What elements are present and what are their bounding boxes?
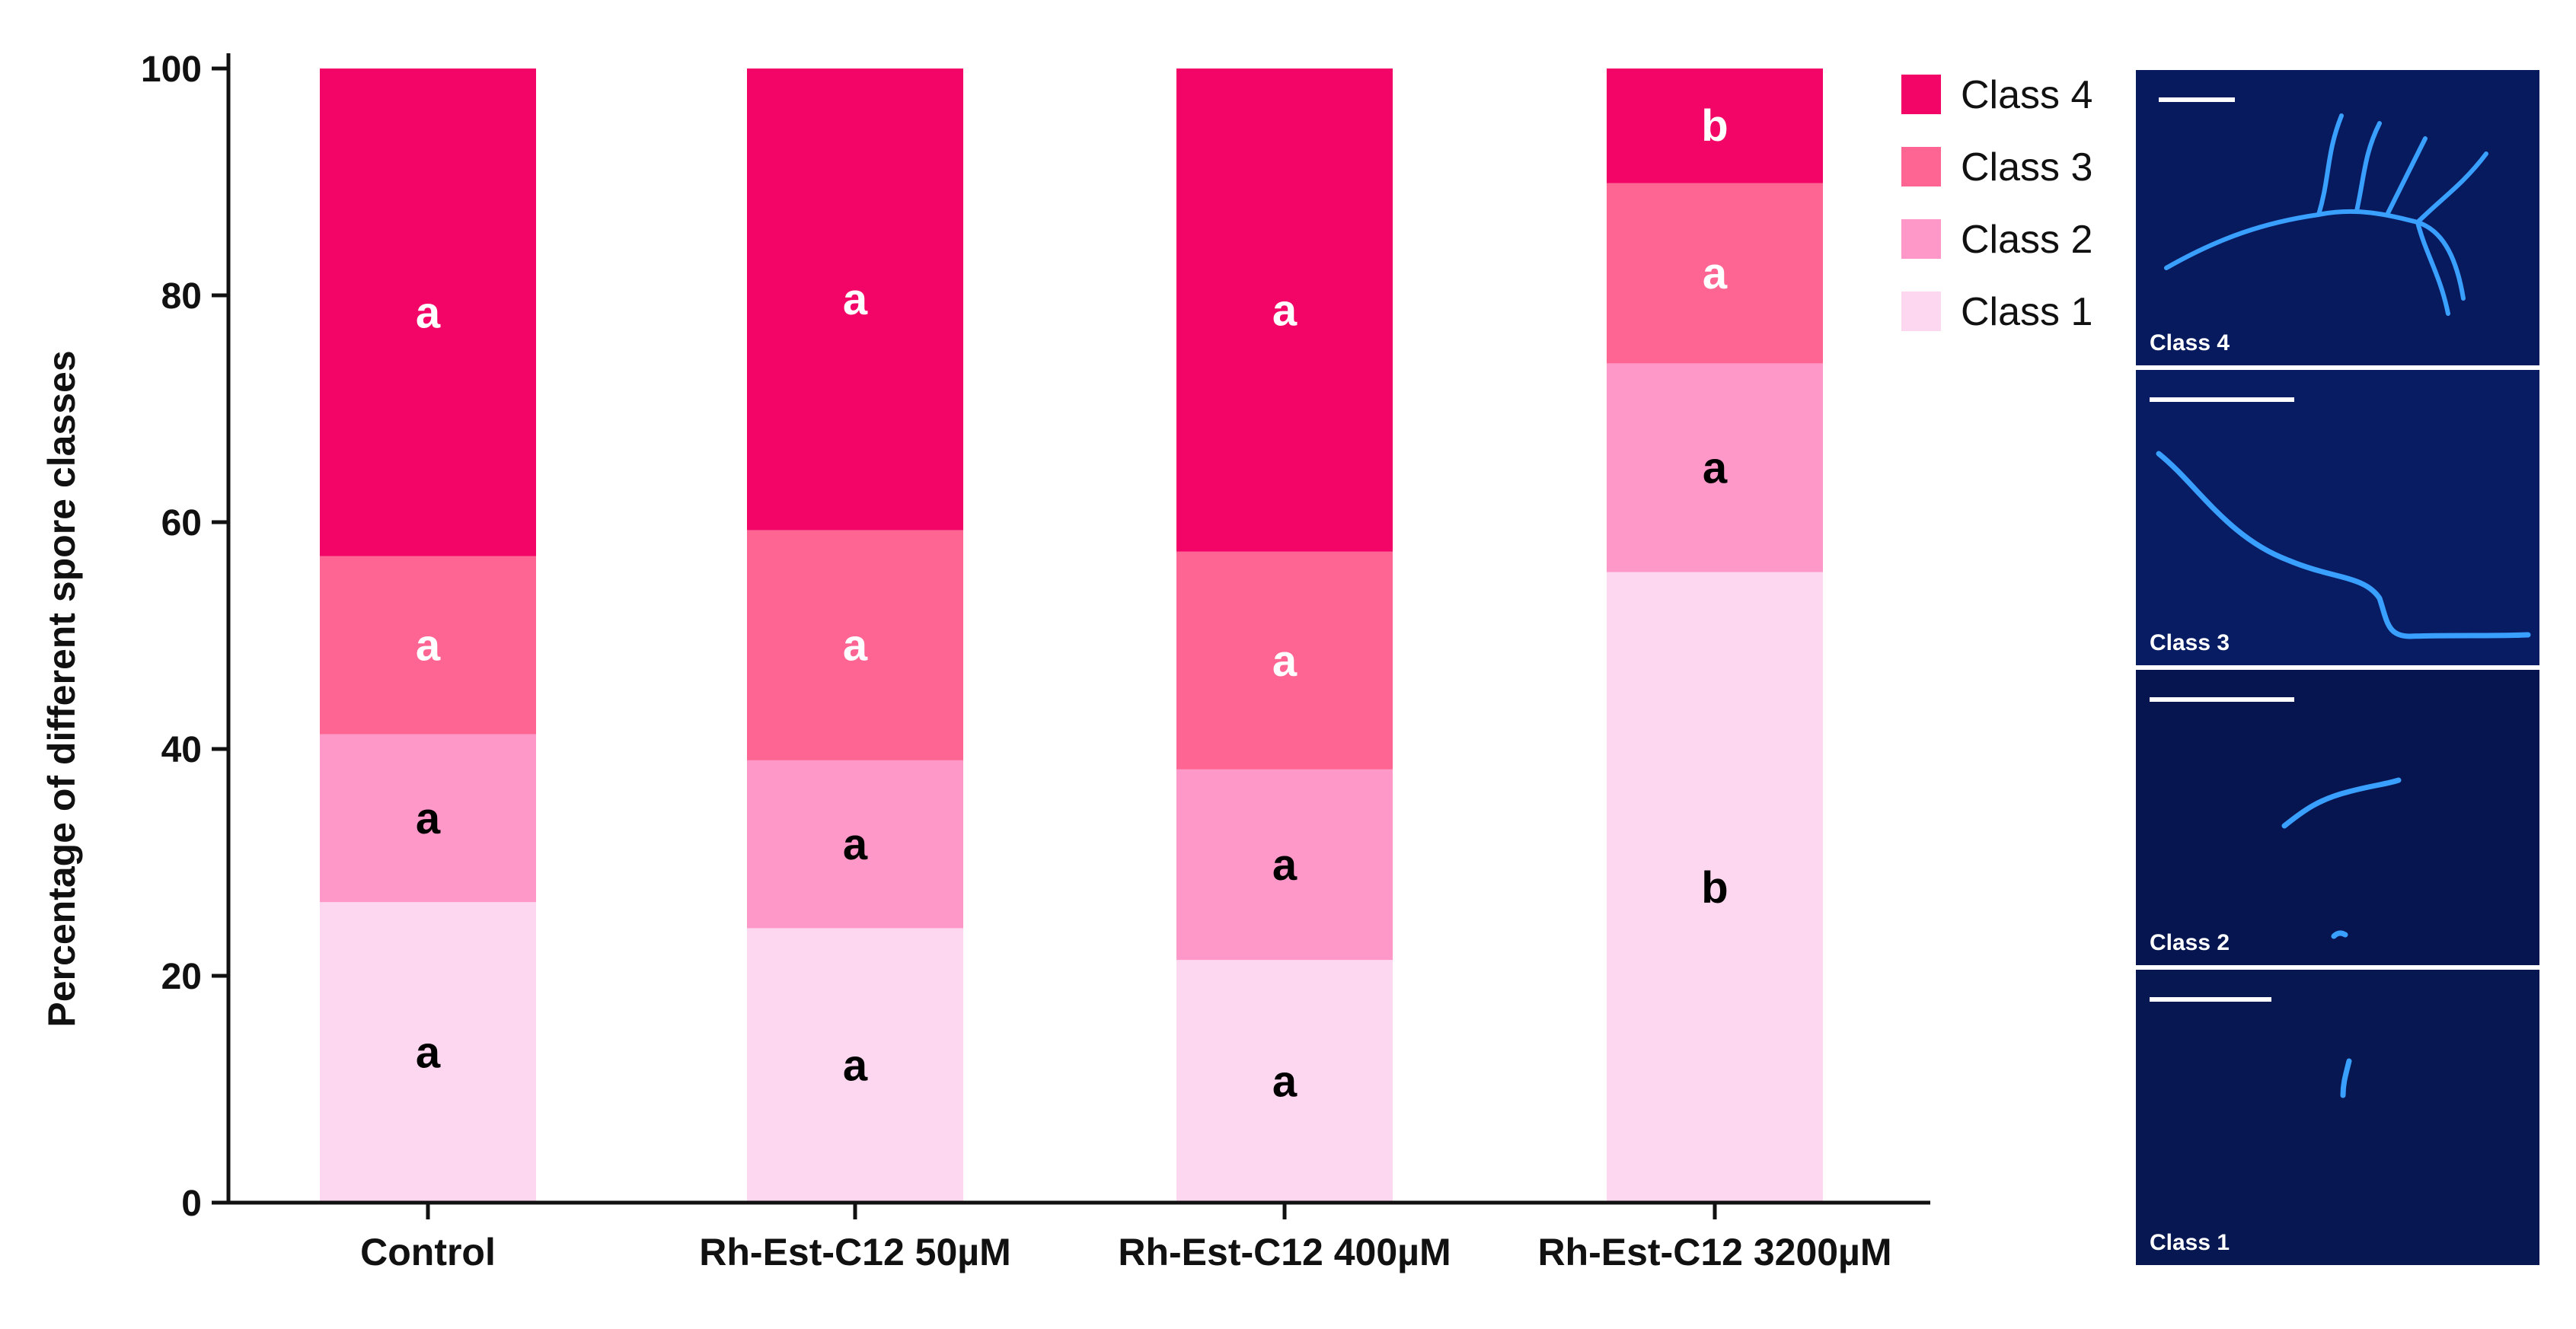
bar-segment-class-1 — [1176, 960, 1393, 1203]
bar-segment-class-4 — [1607, 69, 1823, 183]
y-tick-label: 100 — [141, 49, 202, 90]
significance-letter: a — [1272, 285, 1298, 335]
significance-letter: a — [843, 1041, 868, 1091]
x-tick-label: Rh-Est-C12 3200µM — [1537, 1231, 1891, 1273]
bar-segment-class-4 — [747, 69, 963, 531]
significance-letter: a — [416, 621, 441, 671]
significance-letter: a — [1272, 1057, 1298, 1107]
bar-segment-class-3 — [747, 530, 963, 760]
y-axis-label: Percentage of different spore classes — [40, 350, 83, 1027]
axes: 0 20 40 60 80 100 Control Rh-Est-C12 50µM Rh-Est… — [141, 49, 1930, 1273]
bar-segment-class-3 — [1176, 551, 1393, 770]
x-tick-label: Rh-Est-C12 50µM — [699, 1231, 1010, 1273]
legend-swatch — [1901, 219, 1941, 259]
micrograph-column: Class 4 Class 3 Class 2 Cl — [2136, 70, 2539, 1270]
short-germ-tube-icon — [2136, 670, 2539, 965]
legend-label: Class 4 — [1961, 73, 2092, 117]
micrograph-class-3: Class 3 — [2136, 370, 2539, 665]
bar-segment-class-1 — [320, 902, 536, 1203]
bar-segment-class-2 — [320, 734, 536, 903]
legend-swatch — [1901, 292, 1941, 331]
y-tick-label: 80 — [161, 276, 202, 317]
y-tick-label: 20 — [161, 957, 202, 997]
micrograph-label: Class 2 — [2150, 930, 2230, 955]
significance-letter: a — [1703, 443, 1728, 492]
significance-letter: a — [416, 288, 441, 337]
bar-segment-class-4 — [1176, 69, 1393, 552]
significance-letter: a — [1703, 249, 1728, 298]
significance-letter: a — [416, 1028, 441, 1078]
bar-segment-class-3 — [1607, 183, 1823, 364]
legend-label: Class 3 — [1961, 145, 2092, 190]
bar-segment-class-2 — [747, 760, 963, 929]
scale-bar — [2159, 97, 2235, 102]
legend-label: Class 2 — [1961, 218, 2092, 262]
micrograph-label: Class 4 — [2150, 330, 2230, 355]
bar-segment-class-2 — [1607, 363, 1823, 572]
significance-letter: b — [1701, 101, 1728, 151]
significance-letter: a — [416, 794, 441, 843]
x-tick-label: Rh-Est-C12 400µM — [1118, 1231, 1451, 1273]
legend-swatch — [1901, 147, 1941, 186]
significance-letter: a — [843, 820, 868, 869]
spore-icon — [2136, 970, 2539, 1265]
stacked-bar-chart: a a a a a a a a a a a a b a a b 0 20 40 60 80 100 Control Rh-E… — [40, 49, 2092, 1273]
significance-letter: a — [1272, 840, 1298, 890]
scale-bar — [2150, 397, 2294, 402]
y-tick-label: 40 — [161, 730, 202, 770]
bar-segment-class-4 — [320, 69, 536, 556]
significance-letter: a — [843, 275, 868, 324]
legend: Class 4 Class 3 Class 2 Class 1 — [1901, 73, 2092, 334]
significance-letter: b — [1701, 863, 1728, 913]
scale-bar — [2150, 997, 2271, 1002]
micrograph-label: Class 1 — [2150, 1230, 2230, 1255]
y-tick-label: 0 — [181, 1184, 202, 1224]
bars-group: a a a a a a a a a a a a b a a b — [320, 69, 1823, 1203]
legend-label: Class 1 — [1961, 290, 2092, 334]
scale-bar — [2150, 697, 2294, 702]
long-hypha-icon — [2136, 370, 2539, 665]
micrograph-label: Class 3 — [2150, 630, 2230, 655]
micrograph-class-4: Class 4 — [2136, 70, 2539, 365]
bar-segment-class-2 — [1176, 769, 1393, 961]
bar-segment-class-1 — [747, 928, 963, 1203]
y-tick-label: 60 — [161, 503, 202, 543]
micrograph-class-2: Class 2 — [2136, 670, 2539, 965]
significance-letter: a — [843, 621, 868, 671]
micrograph-class-1: Class 1 — [2136, 970, 2539, 1265]
bar-segment-class-1 — [1607, 572, 1823, 1203]
branched-hypha-icon — [2136, 70, 2539, 365]
bar-segment-class-3 — [320, 556, 536, 735]
legend-swatch — [1901, 75, 1941, 114]
significance-letter: a — [1272, 636, 1298, 686]
x-tick-label: Control — [360, 1231, 496, 1273]
